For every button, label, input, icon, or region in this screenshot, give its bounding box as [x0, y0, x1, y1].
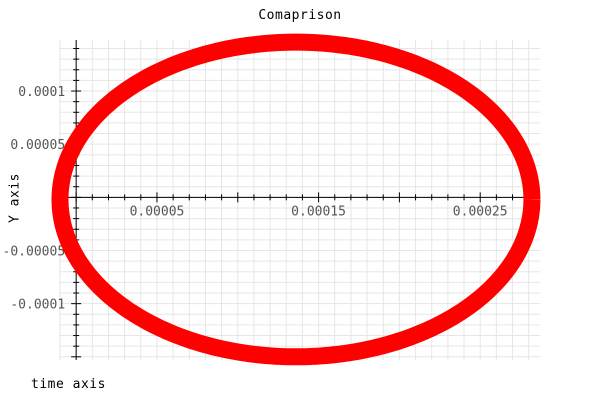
y-tick-label: -0.0001 — [10, 298, 65, 313]
series-ellipse-line — [51, 33, 541, 366]
y-tick-label: -0.00005 — [3, 244, 66, 259]
x-tick-label: 0.00025 — [453, 204, 508, 219]
series-group — [51, 33, 541, 366]
chart-title: Comaprison — [258, 8, 342, 23]
axis-ticks: 0.00005 0.00015 0.00025 0.0001 0.00005 -0.000… — [3, 48, 530, 358]
x-tick-label: 0.00005 — [130, 204, 185, 219]
y-tick-label: 0.00005 — [10, 138, 65, 153]
x-tick-label: 0.00015 — [291, 204, 346, 219]
y-axis-label: Y axis — [7, 173, 23, 223]
x-axis-label: time axis — [31, 377, 106, 392]
y-tick-label: 0.0001 — [18, 85, 65, 100]
